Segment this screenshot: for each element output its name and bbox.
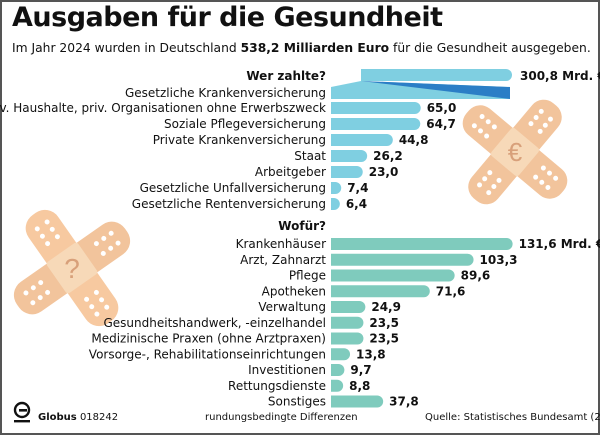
value-label: 44,8 bbox=[399, 133, 429, 147]
value-label: 65,0 bbox=[427, 101, 457, 115]
bar bbox=[331, 134, 393, 146]
subtitle-text: Im Jahr 2024 wurden in Deutschland bbox=[12, 41, 241, 55]
bar bbox=[331, 301, 366, 313]
bar bbox=[331, 253, 474, 266]
bar bbox=[331, 379, 344, 392]
bar bbox=[331, 118, 421, 130]
category-label: Gesundheitshandwerk, -einzelhandel bbox=[104, 316, 327, 330]
bar bbox=[331, 198, 340, 210]
category-label: Sonstiges bbox=[268, 395, 326, 409]
category-label: Gesetzliche Rentenversicherung bbox=[132, 197, 326, 211]
value-label: 89,6 bbox=[461, 269, 491, 283]
category-label: Pflege bbox=[289, 269, 326, 283]
bar bbox=[331, 395, 384, 408]
svg-text:€: € bbox=[508, 137, 523, 167]
category-label: Soziale Pflegeversicherung bbox=[164, 117, 326, 131]
brand-name: Globus bbox=[38, 412, 77, 423]
subtitle: Im Jahr 2024 wurden in Deutschland 538,2… bbox=[12, 41, 591, 55]
category-label: Staat bbox=[294, 149, 326, 163]
category-label: Verwaltung bbox=[258, 300, 326, 314]
total-bar bbox=[361, 69, 512, 81]
plaster-euro-icon: € bbox=[462, 99, 568, 205]
graphic-code: 018242 bbox=[79, 412, 119, 423]
bar bbox=[331, 238, 513, 250]
value-label: 7,4 bbox=[347, 181, 368, 195]
svg-text:?: ? bbox=[64, 253, 80, 284]
value-label: 23,0 bbox=[369, 165, 399, 179]
footer-brand: Globus 018242 bbox=[38, 412, 118, 423]
value-label: 26,2 bbox=[373, 149, 403, 163]
value-label: 23,5 bbox=[369, 332, 399, 346]
bar bbox=[331, 285, 430, 298]
value-label: 131,6 Mrd. € bbox=[519, 237, 600, 251]
category-label: Krankenhäuser bbox=[236, 237, 326, 251]
bar bbox=[331, 316, 364, 329]
bar bbox=[331, 348, 351, 361]
bar bbox=[331, 102, 421, 114]
category-label: Gesetzliche Krankenversicherung bbox=[125, 86, 326, 100]
category-label: Gesetzliche Unfallversicherung bbox=[140, 181, 326, 195]
gkv-share-wedge bbox=[361, 81, 510, 99]
use-section-title: Wofür? bbox=[278, 219, 326, 233]
value-label: 64,7 bbox=[426, 117, 456, 131]
category-label: Private Krankenversicherung bbox=[153, 133, 326, 147]
value-label: 24,9 bbox=[371, 300, 401, 314]
bar bbox=[331, 364, 345, 376]
footer-note: rundungsbedingte Differenzen bbox=[205, 412, 358, 423]
bar bbox=[331, 166, 363, 178]
page-title: Ausgaben für die Gesundheit bbox=[12, 2, 443, 33]
value-label: 13,8 bbox=[356, 347, 386, 361]
value-label: 37,8 bbox=[389, 395, 419, 409]
payer-section-title: Wer zahlte? bbox=[246, 69, 326, 83]
value-label: 8,8 bbox=[349, 379, 370, 393]
total-value-label: 300,8 Mrd. € bbox=[520, 69, 600, 83]
category-label: Investitionen bbox=[248, 363, 326, 377]
category-label: Vorsorge-, Rehabilitationseinrichtungen bbox=[89, 347, 326, 361]
subtitle-total: 538,2 Milliarden Euro bbox=[240, 41, 390, 55]
category-label: Apotheken bbox=[262, 284, 326, 298]
category-label: Arbeitgeber bbox=[255, 165, 326, 179]
value-label: 6,4 bbox=[346, 197, 367, 211]
bar bbox=[331, 269, 455, 282]
value-label: 71,6 bbox=[436, 284, 466, 298]
bar bbox=[331, 332, 364, 345]
value-label: 9,7 bbox=[350, 363, 371, 377]
subtitle-text-end: für die Gesundheit ausgegeben. bbox=[389, 41, 591, 55]
category-label: Arzt, Zahnarzt bbox=[240, 253, 326, 267]
category-label: Priv. Haushalte, priv. Organisationen oh… bbox=[0, 101, 326, 115]
category-label: Medizinische Praxen (ohne Arztpraxen) bbox=[91, 332, 326, 346]
bar bbox=[331, 182, 342, 195]
bar bbox=[331, 150, 368, 162]
globus-logo-icon bbox=[13, 401, 31, 423]
plaster-question-icon: ? bbox=[13, 209, 131, 327]
value-label: 23,5 bbox=[369, 316, 399, 330]
footer-source: Quelle: Statistisches Bundesamt (2026) bbox=[425, 412, 600, 423]
category-label: Rettungsdienste bbox=[228, 379, 326, 393]
value-label: 103,3 bbox=[480, 253, 518, 267]
